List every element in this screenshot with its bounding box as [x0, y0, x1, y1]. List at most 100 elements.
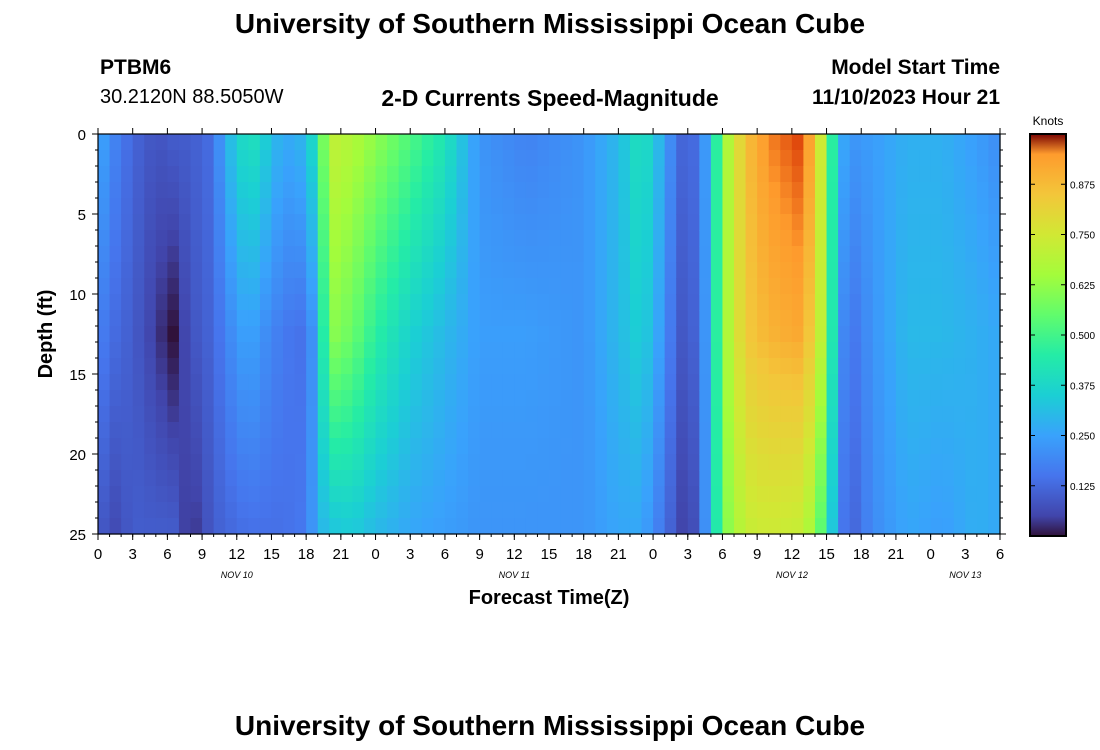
heatmap-cell	[976, 214, 990, 231]
heatmap-cell	[919, 198, 932, 215]
heatmap-cell	[387, 454, 400, 471]
heatmap-cell	[271, 374, 284, 391]
heatmap-cell	[514, 326, 527, 343]
heatmap-cell	[329, 374, 342, 391]
heatmap-cell	[109, 518, 122, 535]
heatmap-cell	[410, 262, 423, 279]
heatmap-cell	[942, 326, 955, 343]
heatmap-cell	[699, 502, 712, 519]
heatmap-cell	[768, 470, 781, 487]
y-axis-title: Depth (ft)	[35, 290, 57, 379]
heatmap-cell	[410, 358, 423, 375]
heatmap-cell	[780, 294, 793, 311]
heatmap-cell	[468, 326, 481, 343]
heatmap-cell	[988, 518, 1001, 535]
heatmap-cell	[433, 214, 446, 231]
heatmap-cell	[757, 214, 770, 231]
heatmap-cell	[549, 438, 562, 455]
heatmap-cell	[606, 294, 619, 311]
heatmap-cell	[872, 134, 885, 151]
heatmap-cell	[953, 502, 966, 519]
heatmap-cell	[618, 150, 631, 167]
heatmap-cell	[444, 518, 458, 535]
heatmap-cell	[340, 230, 354, 247]
heatmap-cell	[525, 486, 539, 503]
heatmap-cell	[468, 150, 481, 167]
heatmap-cell	[340, 294, 354, 311]
heatmap-cell	[710, 454, 724, 471]
heatmap-cell	[803, 166, 816, 183]
x-tick-label: 3	[406, 546, 414, 563]
heatmap-cell	[155, 422, 168, 439]
heatmap-cell	[306, 422, 319, 439]
heatmap-cell	[306, 358, 319, 375]
heatmap-cell	[942, 374, 955, 391]
heatmap-cell	[560, 502, 573, 519]
heatmap-cell	[872, 246, 885, 263]
heatmap-cell	[560, 214, 573, 231]
heatmap-cell	[410, 230, 423, 247]
x-tick-label: 3	[684, 546, 692, 563]
heatmap-cell	[699, 390, 712, 407]
heatmap-cell	[410, 246, 423, 263]
heatmap-cell	[595, 230, 608, 247]
heatmap-cell	[826, 406, 839, 423]
heatmap-cell	[907, 182, 920, 199]
heatmap-cell	[699, 374, 712, 391]
heatmap-cell	[895, 278, 909, 295]
heatmap-cell	[306, 342, 319, 359]
heatmap-cell	[502, 422, 515, 439]
x-tick-label: 6	[441, 546, 449, 563]
heatmap-cell	[444, 438, 458, 455]
heatmap-cell	[375, 166, 388, 183]
heatmap-cell	[375, 262, 388, 279]
heatmap-cell	[144, 486, 157, 503]
heatmap-cell	[202, 278, 215, 295]
heatmap-cell	[861, 150, 874, 167]
heatmap-cell	[537, 406, 550, 423]
heatmap-cell	[664, 134, 677, 151]
heatmap-cell	[294, 486, 307, 503]
heatmap-cell	[525, 342, 539, 359]
heatmap-cell	[167, 326, 180, 343]
heatmap-cell	[132, 454, 145, 471]
heatmap-cell	[664, 262, 677, 279]
heatmap-cell	[629, 182, 643, 199]
heatmap-cell	[167, 470, 180, 487]
heatmap-cell	[491, 262, 504, 279]
heatmap-cell	[849, 342, 862, 359]
heatmap-cell	[710, 390, 724, 407]
heatmap-cell	[710, 230, 724, 247]
heatmap-cell	[213, 486, 226, 503]
heatmap-cell	[121, 342, 134, 359]
heatmap-cell	[826, 326, 839, 343]
heatmap-cell	[838, 166, 851, 183]
heatmap-cell	[710, 294, 724, 311]
heatmap-cell	[549, 406, 562, 423]
heatmap-cell	[629, 406, 643, 423]
heatmap-cell	[849, 310, 862, 327]
heatmap-cell	[236, 486, 249, 503]
heatmap-cell	[745, 230, 758, 247]
heatmap-cell	[491, 454, 504, 471]
heatmap-cell	[560, 406, 573, 423]
heatmap-cell	[907, 230, 920, 247]
heatmap-cell	[479, 166, 492, 183]
heatmap-cell	[340, 310, 354, 327]
heatmap-cell	[965, 374, 978, 391]
heatmap-cell	[398, 342, 411, 359]
x-tick-label: 3	[961, 546, 969, 563]
heatmap-cell	[444, 342, 458, 359]
heatmap-cell	[907, 502, 920, 519]
heatmap-cell	[549, 342, 562, 359]
heatmap-cell	[410, 390, 423, 407]
heatmap-cell	[387, 502, 400, 519]
heatmap-cell	[479, 214, 492, 231]
heatmap-cell	[849, 150, 862, 167]
heatmap-cell	[988, 406, 1001, 423]
heatmap-cell	[352, 246, 365, 263]
heatmap-cell	[745, 278, 758, 295]
heatmap-cell	[722, 374, 735, 391]
heatmap-cell	[849, 406, 862, 423]
heatmap-cell	[468, 278, 481, 295]
